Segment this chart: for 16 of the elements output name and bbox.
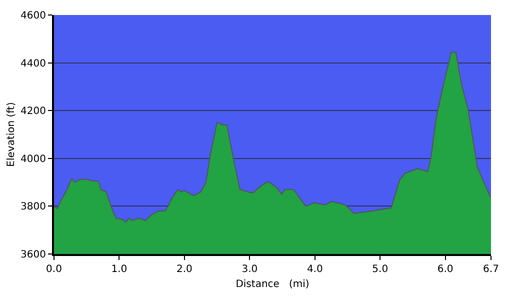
x-tick-label: 3.0: [242, 264, 258, 275]
y-tick-label: 4600: [20, 10, 46, 22]
y-tick-label: 3800: [20, 202, 46, 213]
y-tick-label: 3600: [20, 250, 46, 260]
x-tick-label: 2.0: [176, 264, 192, 275]
y-tick-label: 4200: [20, 106, 46, 118]
y-axis-title: Elevation (ft): [6, 102, 18, 167]
y-tick-label: 4000: [20, 154, 46, 165]
x-tick-label: 4.0: [306, 264, 323, 275]
x-tick-label: 0.0: [46, 264, 62, 275]
x-tick-label: 6.0: [437, 264, 454, 275]
x-tick-label: 5.0: [372, 264, 388, 275]
x-axis-title: Distance (mi): [236, 279, 310, 290]
x-tick-label: 6.7: [483, 264, 499, 275]
y-tick-label: 4400: [20, 58, 46, 70]
x-tick-label: 1.0: [111, 264, 128, 275]
